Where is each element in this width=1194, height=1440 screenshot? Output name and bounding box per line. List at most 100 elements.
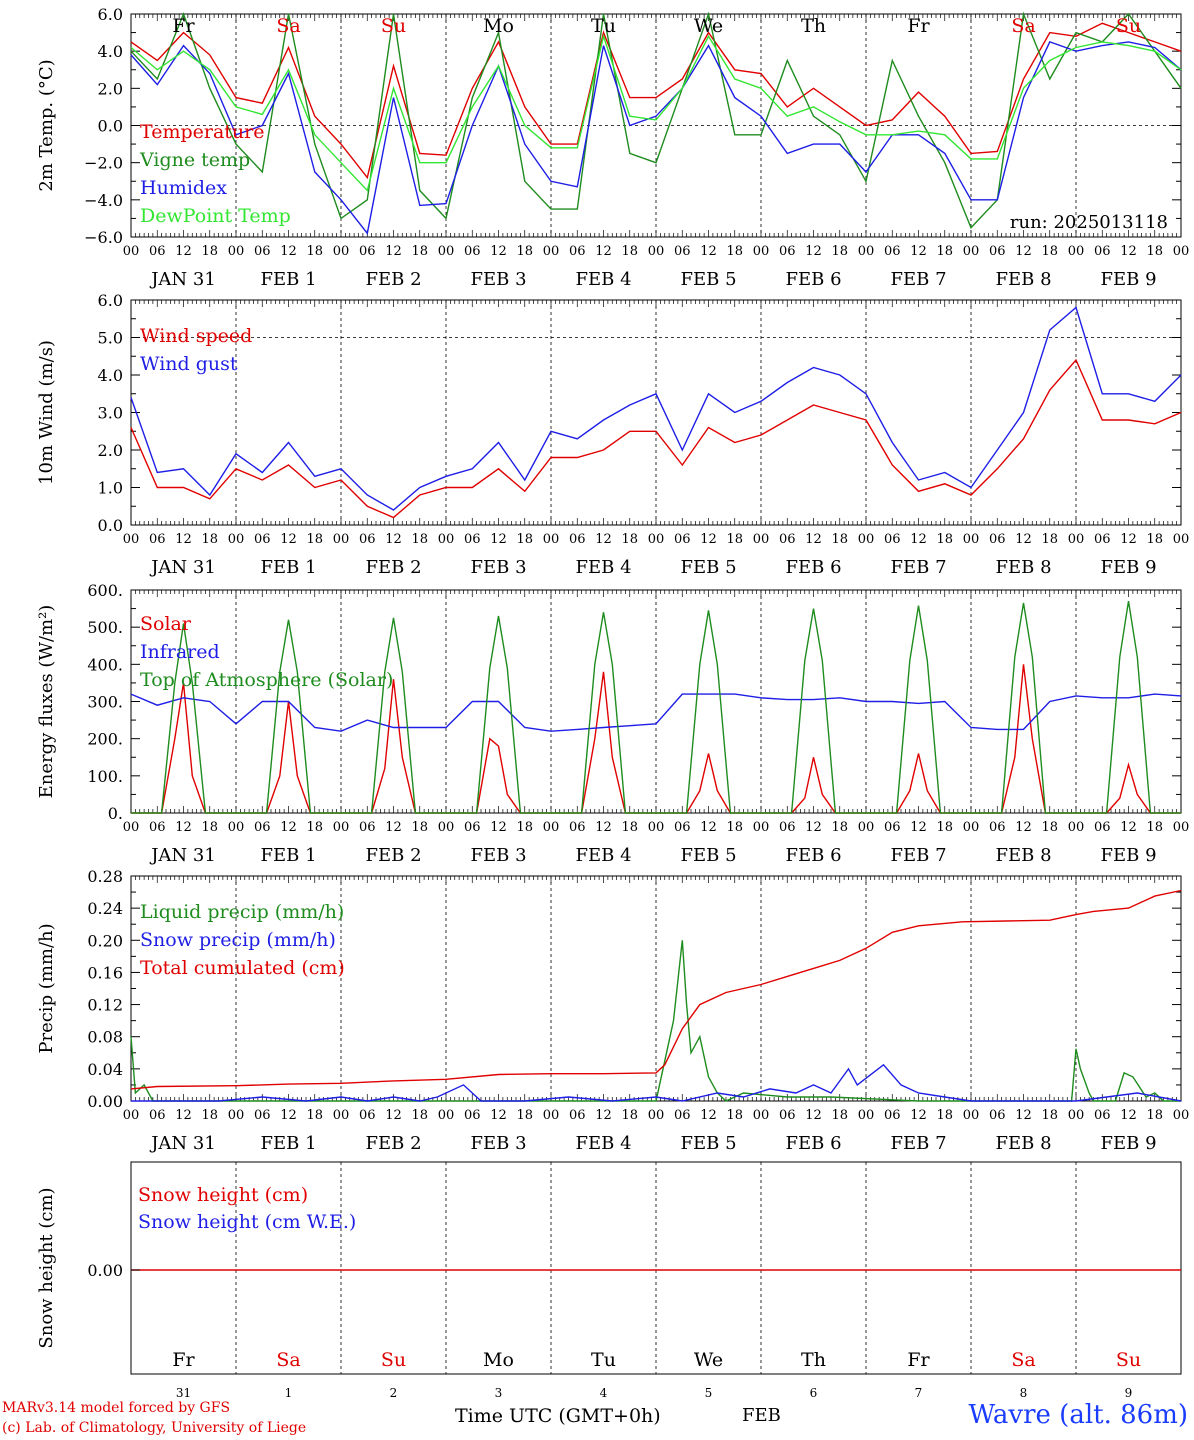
panel-1: [130, 11, 1182, 238]
x-tick-label: 18: [726, 532, 743, 547]
x-tick-label: 00: [543, 532, 560, 547]
x-tick-label: 06: [779, 1108, 796, 1123]
date-label: FEB 9: [1100, 845, 1156, 866]
series-line-infrared: [130, 693, 1182, 732]
x-tick-label: 00: [123, 532, 140, 547]
series-line-wind-speed: [130, 358, 1182, 519]
y-axis-label: Precip (mm/h): [36, 923, 57, 1053]
weekday-label: Sa: [276, 1349, 300, 1371]
x-tick-label: 06: [779, 532, 796, 547]
day-number: 9: [1125, 1386, 1133, 1400]
date-label: FEB 8: [995, 845, 1051, 866]
legend-entry: DewPoint Temp: [140, 205, 291, 227]
x-tick-label: 00: [333, 532, 350, 547]
y-tick-label: 0.20: [87, 931, 123, 950]
series-line-vigne-temp: [130, 11, 1182, 229]
x-tick-label: 00: [333, 244, 350, 259]
y-tick-label: 300.: [87, 693, 123, 712]
weekday-label: Tu: [591, 15, 616, 37]
x-tick-label: 12: [490, 244, 507, 259]
weekday-label: Tu: [591, 1349, 616, 1371]
legend-entry: Temperature: [140, 121, 264, 143]
x-tick-label: 12: [595, 820, 612, 835]
x-tick-label: 06: [1094, 532, 1111, 547]
weekday-label: Su: [1116, 1349, 1141, 1371]
x-tick-label: 18: [201, 820, 218, 835]
date-label: FEB 6: [785, 845, 841, 866]
x-tick-label: 00: [858, 1108, 875, 1123]
x-tick-label: 06: [254, 820, 271, 835]
y-tick-label: 0.00: [87, 1261, 123, 1280]
date-label: FEB 7: [890, 557, 946, 578]
x-tick-label: 18: [726, 1108, 743, 1123]
x-tick-label: 12: [385, 244, 402, 259]
date-label: FEB 6: [785, 269, 841, 290]
x-tick-label: 00: [438, 820, 455, 835]
x-tick-label: 00: [333, 820, 350, 835]
x-tick-label: 06: [359, 532, 376, 547]
y-tick-label: 3.0: [98, 404, 123, 423]
x-tick-label: 00: [1068, 1108, 1085, 1123]
date-label: FEB 8: [995, 557, 1051, 578]
x-tick-label: 06: [674, 820, 691, 835]
x-tick-label: 06: [569, 820, 586, 835]
x-tick-label: 18: [936, 1108, 953, 1123]
x-tick-label: 18: [1146, 820, 1163, 835]
date-label: FEB 1: [260, 269, 316, 290]
x-tick-label: 00: [438, 532, 455, 547]
x-tick-label: 06: [569, 532, 586, 547]
legend-entry: Wind gust: [140, 353, 238, 375]
y-tick-label: 4.0: [98, 366, 123, 385]
x-tick-label: 12: [595, 244, 612, 259]
x-tick-label: 18: [411, 1108, 428, 1123]
date-label: FEB 2: [365, 1133, 421, 1154]
date-label: FEB 1: [260, 845, 316, 866]
x-tick-label: 18: [1146, 1108, 1163, 1123]
day-number: 5: [705, 1386, 713, 1400]
x-tick-label: 18: [831, 532, 848, 547]
date-label: FEB 3: [470, 845, 526, 866]
x-tick-label: 00: [1173, 244, 1190, 259]
x-tick-label: 12: [175, 820, 192, 835]
series-line-humidex: [130, 41, 1182, 235]
legend-entry: Infrared: [140, 641, 220, 663]
x-tick-label: 06: [779, 820, 796, 835]
x-tick-label: 18: [516, 1108, 533, 1123]
y-tick-label: 400.: [87, 655, 123, 674]
x-tick-label: 12: [595, 1108, 612, 1123]
legend-entry: Wind speed: [140, 325, 252, 347]
x-tick-label: 00: [123, 244, 140, 259]
x-tick-label: 12: [805, 244, 822, 259]
y-tick-label: 6.0: [98, 291, 123, 310]
x-tick-label: 06: [884, 244, 901, 259]
x-tick-label: 06: [464, 532, 481, 547]
x-tick-label: 18: [936, 244, 953, 259]
series-line-dewpoint-temp: [130, 33, 1182, 192]
model-credit-line1: MARv3.14 model forced by GFS: [2, 1400, 231, 1416]
date-label: FEB 9: [1100, 269, 1156, 290]
date-label: JAN 31: [149, 1133, 216, 1154]
x-tick-label: 18: [726, 820, 743, 835]
y-axis-label: 10m Wind (m/s): [36, 340, 57, 485]
series-line-wind-gust: [130, 306, 1182, 511]
x-tick-label: 12: [280, 532, 297, 547]
x-tick-label: 18: [1041, 532, 1058, 547]
x-tick-label: 00: [438, 1108, 455, 1123]
x-tick-label: 18: [516, 820, 533, 835]
x-tick-label: 06: [779, 244, 796, 259]
x-tick-label: 06: [884, 1108, 901, 1123]
x-tick-label: 18: [306, 820, 323, 835]
day-number: 31: [176, 1386, 191, 1400]
x-tick-label: 18: [1041, 1108, 1058, 1123]
date-label: FEB 6: [785, 557, 841, 578]
x-tick-label: 06: [149, 820, 166, 835]
y-tick-label: 2.0: [98, 79, 123, 98]
y-tick-label: 5.0: [98, 329, 123, 348]
x-tick-label: 06: [254, 1108, 271, 1123]
x-tick-label: 12: [280, 820, 297, 835]
date-label: FEB 1: [260, 1133, 316, 1154]
x-tick-label: 18: [411, 532, 428, 547]
x-tick-label: 12: [1015, 820, 1032, 835]
legend-entry: Top of Atmosphere (Solar): [140, 669, 393, 691]
x-tick-label: 06: [464, 820, 481, 835]
